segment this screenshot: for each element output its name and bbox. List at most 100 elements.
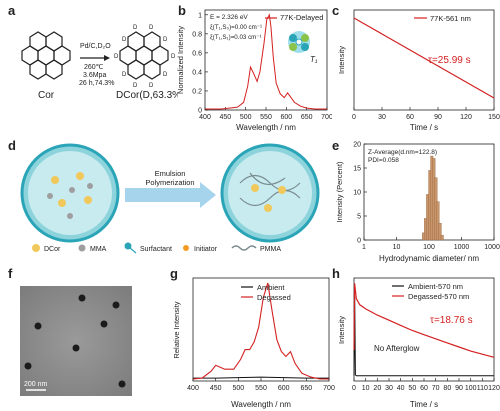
reaction-arrow-head xyxy=(104,55,110,61)
chart-g-xtick-label: 700 xyxy=(323,385,335,392)
condition-pressure: 3.6Mpa xyxy=(83,72,106,79)
condition-catalyst: Pd/C,D₂O xyxy=(80,43,111,50)
chart-g-xtick-label: 400 xyxy=(187,385,199,392)
chart-b-ytick-label: 0.8 xyxy=(192,31,202,38)
chart-b: 400 450 500 550 600 650 700 0 0.2 0.4 0.6 0.8 1 77K-… xyxy=(176,9,332,132)
chart-g-xtick-label: 500 xyxy=(232,385,244,392)
chart-g-xtick-label: 550 xyxy=(255,385,267,392)
chart-b-xtick-label: 450 xyxy=(219,114,231,121)
sem-image-panel: 200 nm xyxy=(20,286,132,396)
product-label: DCor(D,63.3%) xyxy=(116,90,178,101)
chart-e-pdi: PDI=0.058 xyxy=(368,157,399,164)
legend-surfactant-icon xyxy=(124,242,132,250)
arrow-label-line2: Polymerization xyxy=(145,178,194,187)
chart-e-ylabel: Intensity (Percent) xyxy=(335,161,344,222)
chart-c-series-77k-561nm xyxy=(353,17,495,99)
svg-text:D: D xyxy=(149,83,154,89)
coronene-molecule xyxy=(21,31,71,80)
legend-initiator-icon xyxy=(183,245,189,251)
chart-c-ylabel: Intensity xyxy=(337,46,346,74)
svg-text:D: D xyxy=(163,37,168,43)
chart-h-xtick-label: 50 xyxy=(408,385,416,392)
emulsion-droplet-before xyxy=(20,143,120,243)
chart-c-legend-label: 77K-561 nm xyxy=(430,14,471,23)
chart-e-xtick-label: 100 xyxy=(423,244,435,251)
chart-h-xtick-label: 10 xyxy=(362,385,370,392)
legend-mma-icon xyxy=(78,244,86,252)
chart-b-state-label: T₁ xyxy=(310,55,318,64)
legend-mma-label: MMA xyxy=(90,246,107,253)
polymerization-arrow-head xyxy=(200,182,216,208)
chart-c-xtick-label: 60 xyxy=(406,114,414,121)
chart-h-xtick-label: 90 xyxy=(455,385,463,392)
chart-g-legend-ambient: Ambient xyxy=(257,283,285,292)
panel-letter-b: b xyxy=(178,3,186,18)
svg-text:D: D xyxy=(171,54,176,60)
chart-e-ytick-label: 15 xyxy=(353,166,361,173)
chart-b-soc-s1: ξ(T₁,S₁)=0.03 cm⁻¹ xyxy=(210,34,262,41)
chart-g-series-degassed xyxy=(192,282,329,380)
chart-c-xtick-label: 120 xyxy=(460,114,472,121)
chart-h: 0 10 20 30 40 50 60 70 80 90 100 110 120 Ambient-570… xyxy=(337,277,500,409)
scale-bar-label: 200 nm xyxy=(24,381,48,388)
chart-b-ytick-label: 0.6 xyxy=(192,50,202,57)
deuterated-coronene-molecule xyxy=(119,31,169,80)
chart-h-xtick-label: 20 xyxy=(373,385,381,392)
chart-c-xtick-label: 30 xyxy=(378,114,386,121)
chart-h-series-degassed xyxy=(353,283,495,358)
chart-g-legend-degassed: Degassed xyxy=(257,293,291,302)
condition-temperature: 260℃ xyxy=(84,64,104,71)
legend-dcor-label: DCor xyxy=(44,246,61,253)
chart-e-xtick-label: 1 xyxy=(362,244,366,251)
panel-letter-f: f xyxy=(8,266,13,281)
chart-b-xtick-label: 700 xyxy=(321,114,332,121)
chart-e-ytick-label: 5 xyxy=(357,214,361,221)
chart-e-bar xyxy=(438,223,442,241)
reactant-label: Cor xyxy=(38,90,55,101)
legend-surfactant-label: Surfactant xyxy=(140,246,172,253)
chart-g-xtick-label: 600 xyxy=(278,385,290,392)
chart-b-xtick-label: 550 xyxy=(260,114,272,121)
chart-e-bar xyxy=(440,235,444,241)
chart-b-xtick-label: 650 xyxy=(301,114,313,121)
deuterium-labels: D D D D D D D D D D xyxy=(114,25,176,89)
arrow-label-line1: Emulsion xyxy=(155,169,186,178)
panel-letter-e: e xyxy=(332,138,340,153)
svg-text:D: D xyxy=(149,25,154,31)
scheme-legend: DCor MMA Surfactant Initiator PMMA xyxy=(32,242,281,254)
panel-letter-c: c xyxy=(332,3,340,18)
legend-dcor-icon xyxy=(32,244,40,252)
chart-e-xtick-label: 1000 xyxy=(454,244,470,251)
chart-h-xtick-label: 0 xyxy=(352,385,356,392)
svg-text:D: D xyxy=(163,72,168,78)
legend-pmma-icon xyxy=(231,245,257,251)
sem-nanoparticles xyxy=(24,294,126,388)
polymerization-arrow xyxy=(125,188,200,202)
chart-h-xtick-label: 30 xyxy=(385,385,393,392)
chart-c-frame xyxy=(353,9,495,111)
chart-e-bar xyxy=(436,201,440,241)
svg-text:D: D xyxy=(122,37,127,43)
chart-c: 0 30 60 90 120 150 77K-561 nm τ=25.99 s Time … xyxy=(337,9,500,132)
chart-c-tau: τ=25.99 s xyxy=(428,55,471,66)
chart-b-ylabel: Normalized Intensity xyxy=(176,26,185,94)
condition-time-yield: 26 h,74.3% xyxy=(79,80,114,87)
chart-h-xtick-label: 110 xyxy=(477,385,488,392)
chart-e-xtick-label: 10 xyxy=(393,244,401,251)
chart-h-xtick-label: 120 xyxy=(488,385,500,392)
reaction-scheme: Cor Pd/C,D₂O 260℃ 3.6Mpa 26 h,74.3% D D … xyxy=(21,25,178,101)
chart-g-xtick-label: 650 xyxy=(300,385,312,392)
chart-g-ylabel: Relative Intensity xyxy=(172,301,181,358)
chart-b-xlabel: Wavelength / nm xyxy=(236,123,296,132)
chart-g-series-ambient xyxy=(193,376,329,379)
chart-b-xtick-label: 400 xyxy=(199,114,211,121)
chart-b-legend-label: 77K-Delayed xyxy=(280,13,323,22)
chart-b-soc-s0: ξ(T₁,S₀)=0.00 cm⁻¹ xyxy=(210,24,262,31)
svg-text:D: D xyxy=(114,54,119,60)
chart-b-ytick-label: 1 xyxy=(198,12,202,19)
chart-h-legend-degassed: Degassed-570 nm xyxy=(408,292,469,301)
chart-g-xlabel: Wavelength / nm xyxy=(231,400,291,409)
svg-text:D: D xyxy=(122,72,127,78)
chart-b-xtick-label: 600 xyxy=(280,114,292,121)
